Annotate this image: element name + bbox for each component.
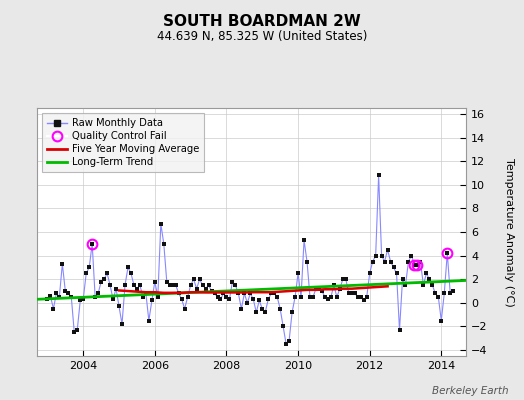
Text: Berkeley Earth: Berkeley Earth: [432, 386, 508, 396]
Legend: Raw Monthly Data, Quality Control Fail, Five Year Moving Average, Long-Term Tren: Raw Monthly Data, Quality Control Fail, …: [42, 113, 204, 172]
Text: SOUTH BOARDMAN 2W: SOUTH BOARDMAN 2W: [163, 14, 361, 29]
Y-axis label: Temperature Anomaly (°C): Temperature Anomaly (°C): [505, 158, 515, 306]
Text: 44.639 N, 85.325 W (United States): 44.639 N, 85.325 W (United States): [157, 30, 367, 43]
